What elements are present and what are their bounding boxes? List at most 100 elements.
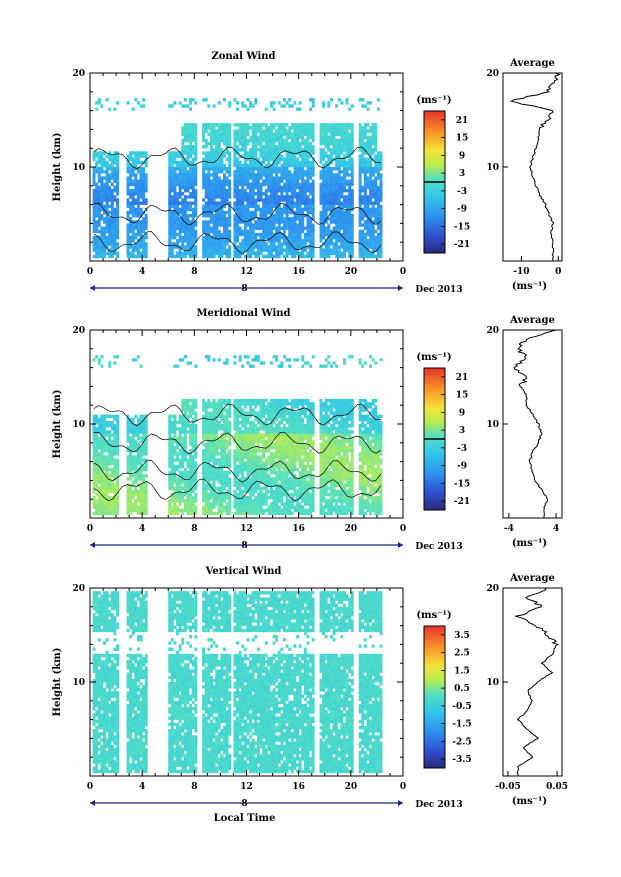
heatmap-cell [239,164,242,167]
heatmap-cell [220,499,223,502]
heatmap-cell [140,104,143,107]
heatmap-cell [205,402,208,405]
heatmap-cell [262,151,265,154]
heatmap-cell [205,123,208,126]
heatmap-cell [239,198,242,201]
heatmap-cell [306,133,309,136]
heatmap-cell [207,230,210,233]
heatmap-cell [325,201,328,204]
heatmap-cell [369,176,372,179]
heatmap-cell [273,223,276,226]
heatmap-cell [173,192,176,195]
heatmap-cell [338,223,341,226]
heatmap-cell [366,220,369,223]
heatmap-cell [257,205,260,208]
heatmap-cell [267,139,270,142]
heatmap-cell [241,484,244,487]
heatmap-cell [129,443,132,446]
heatmap-cell [187,170,190,173]
heatmap-cell [301,227,304,230]
heatmap-cell [181,462,184,465]
heatmap-cell [343,220,346,223]
heatmap-cell [226,217,229,220]
heatmap-cell [218,183,221,186]
heatmap-cell [181,230,184,233]
heatmap-cell [293,201,296,204]
heatmap-cell [137,211,140,214]
heatmap-cell [359,183,362,186]
heatmap-cell [132,192,135,195]
heatmap-cell [252,170,255,173]
heatmap-cell [168,505,171,508]
heatmap-cell [254,180,257,183]
heatmap-cell [296,133,299,136]
heatmap-cell [267,220,270,223]
heatmap-cell [244,145,247,148]
heatmap-cell [309,142,312,145]
heatmap-cell [346,173,349,176]
heatmap-cell [299,107,302,110]
heatmap-cell [228,220,231,223]
heatmap-cell [220,180,223,183]
heatmap-cell [267,154,270,157]
heatmap-cell [137,474,140,477]
heatmap-cell [343,126,346,129]
heatmap-cell [98,101,101,104]
heatmap-cell [173,255,176,258]
heatmap-cell [286,189,289,192]
heatmap-cell [140,458,143,461]
heatmap-cell [103,205,106,208]
heatmap-cell [249,195,252,198]
heatmap-cell [106,421,109,424]
heatmap-cell [260,211,263,214]
heatmap-cell [223,487,226,490]
heatmap-cell [207,183,210,186]
heatmap-cell [181,208,184,211]
heatmap-cell [380,236,383,239]
heatmap-cell [142,98,145,101]
heatmap-cell [247,214,250,217]
heatmap-cell [228,101,231,104]
heatmap-cell [168,195,171,198]
heatmap-cell [325,151,328,154]
heatmap-cell [187,123,190,126]
heatmap-cell [137,180,140,183]
heatmap-cell [239,136,242,139]
heatmap-cell [108,180,111,183]
heatmap-cell [327,242,330,245]
heatmap-cell [293,186,296,189]
heatmap-cell [106,98,109,101]
heatmap-cell [364,133,367,136]
heatmap-cell [267,142,270,145]
heatmap-cell [338,126,341,129]
heatmap-cell [218,502,221,505]
heatmap-cell [369,198,372,201]
heatmap-cell [173,236,176,239]
heatmap-cell [103,227,106,230]
heatmap-cell [111,233,114,236]
heatmap-cell [254,211,257,214]
x-tick-label: 8 [191,267,197,277]
heatmap-cell [108,154,111,157]
heatmap-cell [327,223,330,226]
heatmap-cell [93,468,96,471]
heatmap-cell [233,192,236,195]
heatmap-cell [106,471,109,474]
heatmap-cell [184,443,187,446]
heatmap-cell [98,477,101,480]
heatmap-cell [260,242,263,245]
heatmap-cell [260,245,263,248]
heatmap-cell [288,189,291,192]
heatmap-cell [108,415,111,418]
heatmap-cell [140,430,143,433]
heatmap-cell [293,142,296,145]
heatmap-cell [194,505,197,508]
heatmap-cell [265,189,268,192]
heatmap-cell [173,183,176,186]
heatmap-cell [338,195,341,198]
heatmap-cell [181,427,184,430]
heatmap-cell [306,233,309,236]
heatmap-cell [213,458,216,461]
heatmap-cell [140,474,143,477]
heatmap-cell [236,255,239,258]
